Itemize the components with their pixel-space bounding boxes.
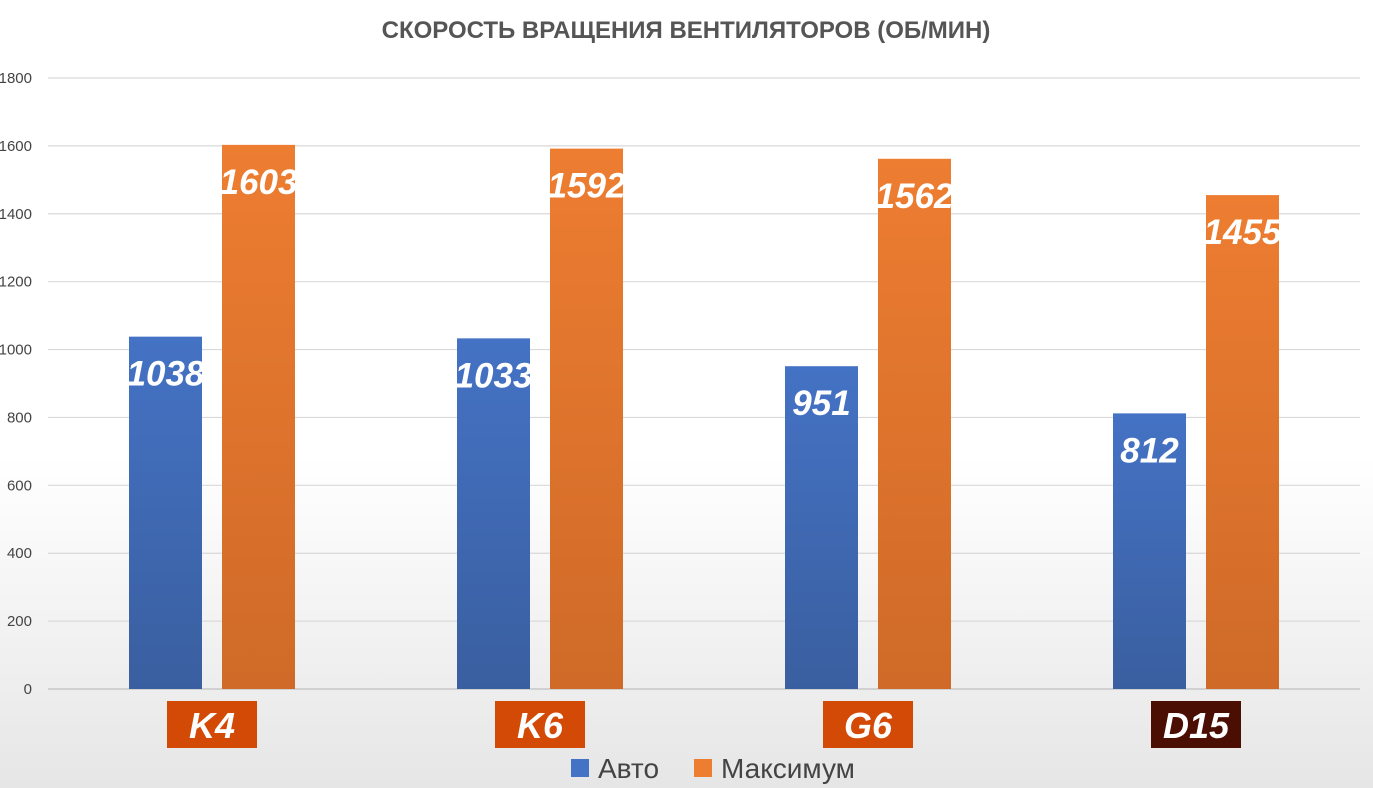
legend-label: Максимум (721, 753, 855, 784)
bars: 1038 1603 1033 1592 951 1562 812 1455 (127, 144, 1282, 690)
data-label: 1592 (548, 167, 626, 206)
y-tick-label: 600 (7, 477, 32, 494)
data-label: 1603 (220, 163, 298, 202)
data-label: 1038 (127, 355, 205, 394)
y-tick-label: 1800 (0, 70, 32, 87)
x-tick-label: K4 (189, 705, 235, 746)
x-tick-label: K6 (517, 705, 564, 746)
y-tick-label: 1200 (0, 274, 32, 291)
y-tick-label: 0 (24, 681, 32, 698)
bar-D15-Максимум (1206, 195, 1279, 689)
legend-label: Авто (598, 753, 659, 784)
y-tick-label: 1600 (0, 138, 32, 155)
y-tick-label: 1400 (0, 206, 32, 223)
y-tick-label: 400 (7, 545, 32, 562)
y-axis-ticks: 0 200 400 600 800 1000 1200 1400 1600 1800 (0, 70, 32, 698)
x-tick-label: D15 (1163, 705, 1230, 746)
category-label-box (823, 701, 913, 748)
data-label: 1033 (455, 356, 533, 395)
chart-title: СКОРОСТЬ ВРАЩЕНИЯ ВЕНТИЛЯТОРОВ (ОБ/МИН) (382, 17, 991, 44)
data-label: 812 (1120, 431, 1179, 470)
bar-K6-Авто (457, 338, 530, 689)
bar-K4-Максимум (222, 144, 295, 690)
data-label: 1562 (876, 177, 954, 216)
bar-D15-Авто (1113, 413, 1186, 689)
data-label: 951 (792, 384, 850, 423)
bar-G6-Максимум (878, 158, 951, 689)
y-tick-label: 200 (7, 613, 32, 630)
bar-K4-Авто (129, 336, 202, 689)
legend-swatch (694, 759, 712, 777)
y-tick-label: 1000 (0, 342, 32, 359)
category-label-box (495, 701, 585, 748)
legend: Авто Максимум (571, 753, 855, 784)
category-labels: K4 K6 G6 D15 (167, 701, 1241, 748)
category-label-box (1151, 701, 1241, 748)
legend-swatch (571, 759, 589, 777)
y-tick-label: 800 (7, 409, 32, 426)
data-label: 1455 (1204, 213, 1282, 252)
x-tick-label: G6 (844, 705, 893, 746)
bar-K6-Максимум (550, 148, 623, 690)
bar-G6-Авто (785, 366, 858, 689)
category-label-box (167, 701, 257, 748)
